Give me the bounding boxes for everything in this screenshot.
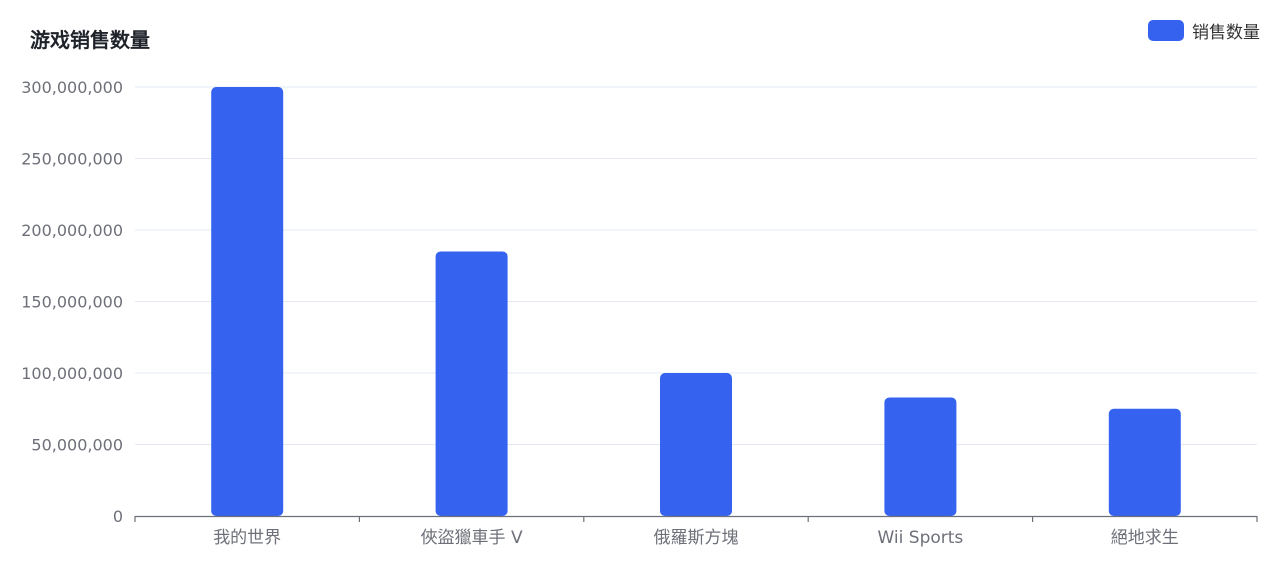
- bar: [435, 251, 508, 516]
- legend[interactable]: 销售数量: [1148, 18, 1260, 43]
- legend-label: 销售数量: [1192, 23, 1260, 43]
- x-tick-label: 絕地求生: [1111, 528, 1179, 548]
- y-tick-label: 50,000,000: [31, 436, 123, 455]
- x-tick-label: 俄羅斯方塊: [654, 528, 739, 548]
- x-tick-label: 我的世界: [213, 528, 281, 548]
- bar: [211, 87, 284, 516]
- y-axis-ticks: 0 50,000,000 100,000,000 150,000,000 200,000…: [21, 78, 123, 526]
- bar: [1108, 408, 1181, 516]
- bar: [884, 397, 957, 516]
- y-tick-label: 300,000,000: [21, 78, 123, 97]
- legend-swatch: [1148, 20, 1184, 41]
- y-tick-label: 200,000,000: [21, 221, 123, 240]
- bar: [660, 373, 732, 516]
- grid-lines: [135, 86, 1257, 445]
- x-tick-label: Wii Sports: [878, 528, 964, 548]
- bars: [211, 87, 1181, 516]
- y-tick-label: 100,000,000: [21, 364, 123, 383]
- y-tick-label: 0: [113, 507, 123, 526]
- x-tick-label: 俠盜獵車手 V: [421, 528, 523, 548]
- chart-title: 游戏销售数量: [30, 28, 150, 52]
- y-tick-label: 150,000,000: [21, 293, 123, 312]
- y-tick-label: 250,000,000: [21, 150, 123, 169]
- x-axis: 我的世界 俠盜獵車手 V 俄羅斯方塊 Wii Sports 絕地求生: [134, 515, 1258, 548]
